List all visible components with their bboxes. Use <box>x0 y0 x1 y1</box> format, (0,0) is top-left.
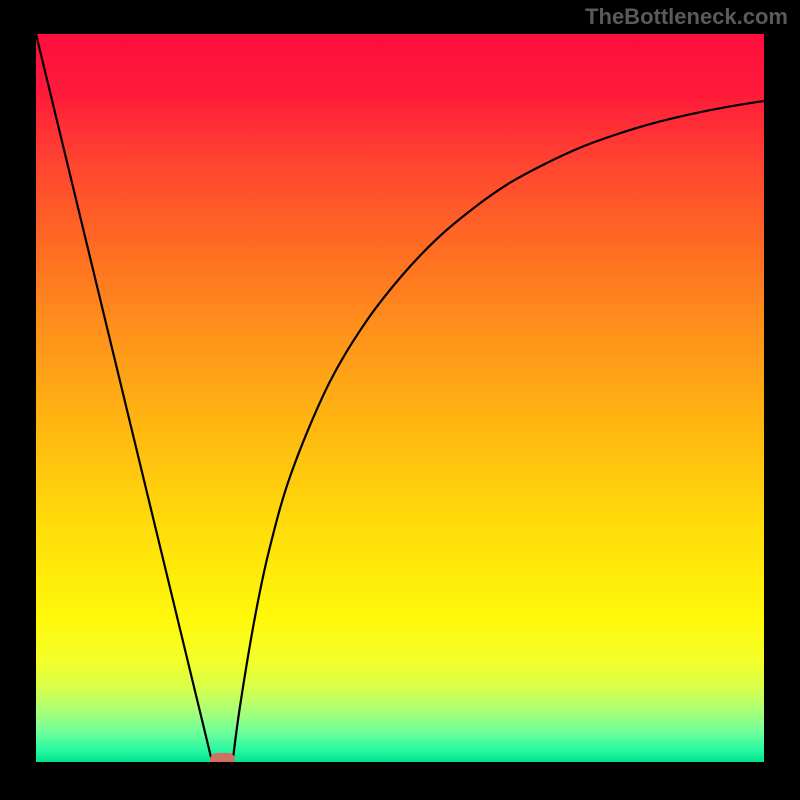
bottleneck-curve <box>36 34 764 762</box>
plot-area <box>36 34 764 762</box>
optimum-marker <box>210 753 235 762</box>
curve-left-branch <box>36 34 212 762</box>
curve-right-branch <box>233 101 764 762</box>
chart-container: TheBottleneck.com <box>0 0 800 800</box>
watermark-text: TheBottleneck.com <box>585 4 788 30</box>
